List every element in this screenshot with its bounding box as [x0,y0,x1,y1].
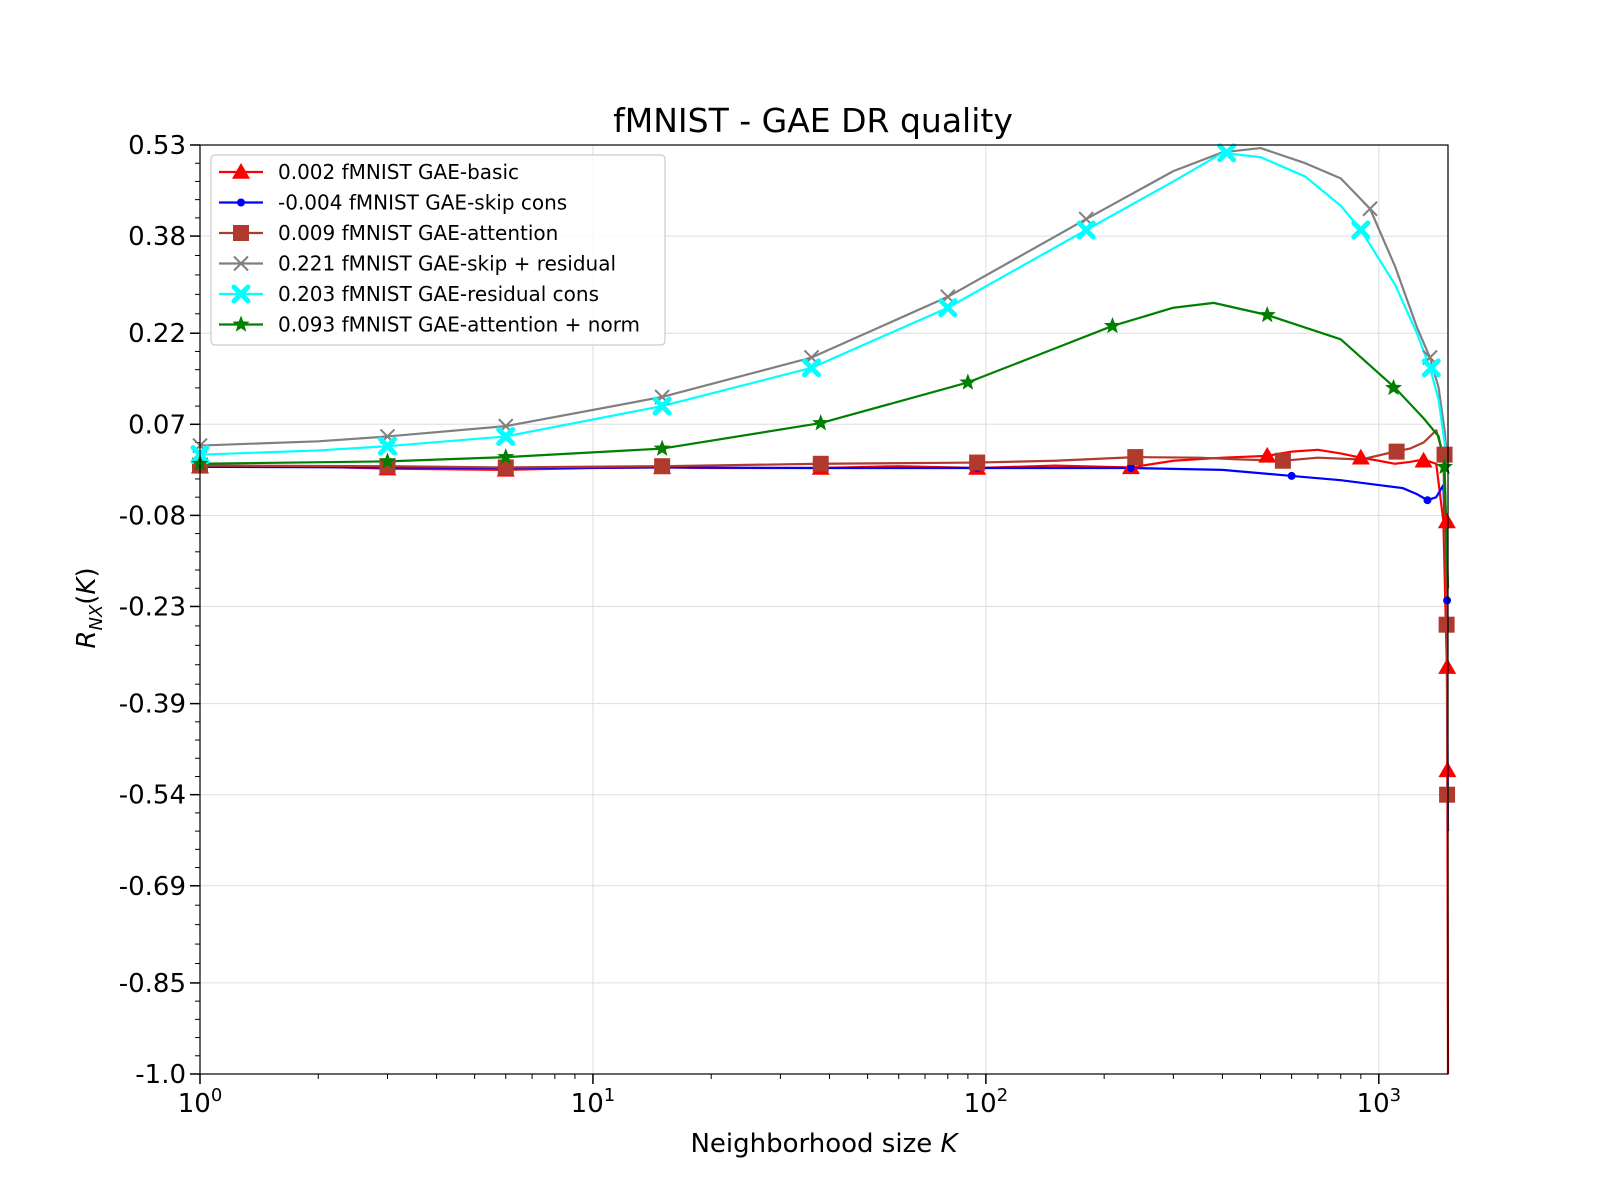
legend-marker-5 [232,315,250,332]
series-5-marker [653,439,671,456]
series-0-marker [1351,448,1370,465]
y-tick-label: -1.0 [135,1060,186,1090]
series-4-marker [1351,220,1371,240]
legend-label-3: 0.221 fMNIST GAE-skip + residual [278,252,616,276]
y-tick-label: 0.22 [128,319,186,349]
series-4-marker [938,298,958,318]
series-5-marker [378,452,397,469]
x-tick-label: 101 [571,1085,616,1119]
series-4-marker [1421,358,1441,378]
y-tick-label: -0.54 [119,781,186,811]
y-tick-label: -0.23 [119,592,186,622]
y-tick-label: -0.69 [119,872,186,902]
x-tick-label: 100 [178,1085,223,1119]
series-1-marker [1287,471,1296,480]
series-3-marker [1362,201,1378,217]
legend-marker-3 [233,255,249,272]
legend: 0.002 fMNIST GAE-basic -0.004 fMNIST GAE-… [210,154,666,346]
series-2-marker [1439,786,1456,803]
y-tick-label: 0.07 [128,410,186,440]
y-axis-label: RNX(K) [72,567,107,648]
series-5-marker [959,373,977,390]
legend-marker-4 [231,284,251,304]
major-ticks [190,144,1380,1084]
series-0-marker [1414,451,1433,468]
y-label-arg: ( [72,595,102,605]
x-axis-label-text: Neighborhood size [690,1129,932,1159]
legend-label-0: 0.002 fMNIST GAE-basic [278,160,519,184]
y-tick-label: 0.53 [128,131,186,161]
series-4-marker [1076,220,1096,240]
series-4-marker [802,358,822,378]
series-0-marker [1258,446,1277,463]
series-1-marker [1443,596,1452,605]
series-2-marker [1127,449,1144,466]
legend-marker-0 [232,163,250,179]
series-line-5 [199,301,1450,589]
series-line-3 [199,146,1450,467]
legend-label-2: 0.009 fMNIST GAE-attention [278,221,558,245]
y-label-k: K [72,576,102,595]
series-4-marker [496,426,516,446]
minor-ticks [195,162,1362,1079]
series-2-marker [969,454,986,471]
y-label-r: R [72,631,102,649]
y-tick-labels: 0.53 0.38 0.22 0.07 -0.08 -0.23 -0.39 -0.54 -0.6… [119,131,186,1090]
series-4-marker [652,396,672,416]
series-5-marker [1103,316,1122,334]
x-tick-labels: 100 101 102 103 [178,1085,1401,1119]
series-0-marker [1437,512,1456,529]
series-2-marker [1438,616,1455,633]
y-label-close: ) [72,567,102,577]
series-2-marker [1388,443,1405,460]
y-label-sub: NX [86,604,107,630]
series-2-marker [1274,452,1291,469]
chart-title: fMNIST - GAE DR quality [613,101,1013,140]
series-5-marker [812,414,830,431]
series-5-marker [1384,378,1403,396]
legend-marker-1 [237,198,245,207]
series-5-marker [497,448,515,465]
y-tick-label: -0.08 [119,501,186,531]
series-1-marker [1423,496,1432,505]
x-tick-label: 102 [964,1085,1009,1119]
legend-label-4: 0.203 fMNIST GAE-residual cons [278,282,599,306]
y-tick-label: -0.85 [119,969,186,999]
series-1-marker [1126,464,1135,473]
legend-label-1: -0.004 fMNIST GAE-skip cons [278,191,567,215]
series-4-marker [377,436,397,456]
y-tick-label: -0.39 [119,690,186,720]
series-5-marker [1435,457,1454,475]
x-axis-label: Neighborhood size K [690,1129,959,1159]
y-tick-label: 0.38 [128,222,186,252]
series-5-marker [1258,306,1276,323]
legend-label-5: 0.093 fMNIST GAE-attention + norm [278,313,640,337]
series-0-marker [1438,658,1457,674]
legend-marker-2 [233,225,249,241]
series-2-marker [497,459,514,476]
plot-frame [199,144,1449,1075]
series-4-marker [1217,143,1237,163]
legend-box [210,154,666,346]
series-2-marker [654,458,671,475]
x-tick-label: 103 [1357,1085,1402,1119]
series-2-marker [812,455,829,472]
x-axis-label-variable: K [940,1129,959,1159]
